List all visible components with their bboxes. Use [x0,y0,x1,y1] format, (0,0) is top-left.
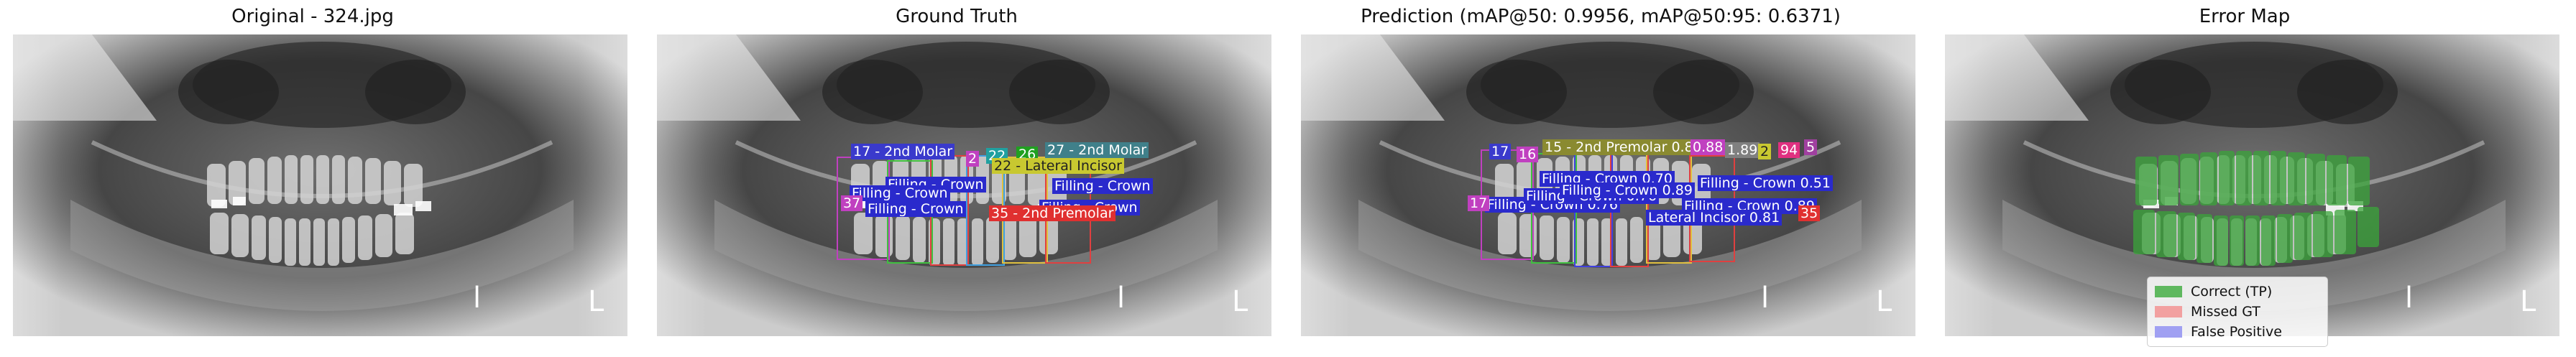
pred-label: 2 [1758,144,1772,159]
gt-label: 17 - 2nd Molar [851,144,955,159]
pred-label: 35 [1798,205,1821,221]
gt-label: 27 - 2nd Molar [1045,142,1149,158]
legend-row-missed: Missed GT [2155,302,2320,322]
gt-label: 2 [966,151,980,167]
pred-label: Filling - Crown 0.89 [1560,182,1695,198]
true-positive-regions [2133,151,2379,266]
pred-label: 16 [1517,147,1539,162]
ground-truth-panel: Ground Truth 17 - 2nd Molar 2 22 26 27 -… [644,0,1269,357]
gt-label: 22 - Lateral Incisor [992,158,1124,174]
pred-label: Filling - Crown 0.51 [1698,175,1833,191]
pred-label: Lateral Incisor 0.81 [1646,210,1782,226]
pred-label: 0.88 [1690,139,1726,155]
pred-label: 15 - 2nd Premolar 0.87 [1542,139,1704,155]
gt-label: 37 [841,195,863,211]
legend-row-false-positive: False Positive [2155,322,2320,342]
legend-correct-label: Correct (TP) [2191,284,2273,300]
false-positive-swatch [2155,326,2182,338]
prediction-annotations: 17 16 15 - 2nd Premolar 0.87 0.88 1.89 2… [1301,34,1915,336]
missed-swatch [2155,306,2182,317]
error-map-xray-image [1945,34,2559,336]
legend-row-correct: Correct (TP) [2155,282,2320,302]
gt-label: Filling - Crown [865,201,966,217]
correct-swatch [2155,286,2182,297]
error-map-title: Error Map [2199,6,2291,27]
original-panel: Original - 324.jpg [0,0,625,357]
original-title: Original - 324.jpg [231,6,394,27]
pred-label: 94 [1778,142,1800,158]
pred-label: 17 [1489,144,1512,159]
gt-label: Filling - Crown [1052,178,1153,194]
error-map-panel: Error Map [1932,0,2557,357]
original-xray-image [13,34,627,336]
pred-label: 5 [1804,139,1818,155]
prediction-panel: Prediction (mAP@50: 0.9956, mAP@50:95: 0… [1288,0,1913,357]
gt-label: Filling - Crown [850,185,950,201]
legend-missed-label: Missed GT [2191,304,2260,320]
ground-truth-title: Ground Truth [896,6,1018,27]
ground-truth-annotations: 17 - 2nd Molar 2 22 26 27 - 2nd Molar 22… [657,34,1271,336]
pred-label: 17 [1468,195,1490,211]
pred-label: 1.89 [1725,142,1760,158]
gt-label: 35 - 2nd Premolar [989,205,1116,221]
error-map-legend: Correct (TP) Missed GT False Positive [2147,277,2328,347]
legend-false-positive-label: False Positive [2191,324,2282,340]
prediction-title: Prediction (mAP@50: 0.9956, mAP@50:95: 0… [1361,6,1841,27]
